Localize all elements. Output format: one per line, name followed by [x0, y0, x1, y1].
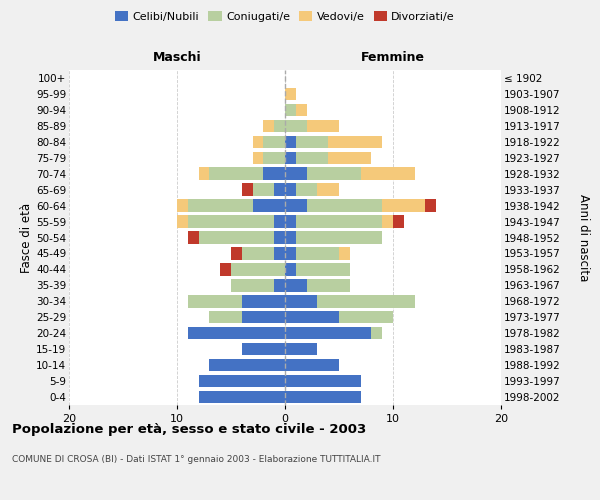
- Bar: [296, 232, 382, 243]
- Bar: [199, 375, 285, 388]
- Bar: [188, 232, 199, 243]
- Bar: [328, 152, 371, 164]
- Bar: [285, 279, 307, 291]
- Bar: [361, 168, 415, 180]
- Bar: [285, 375, 361, 388]
- Bar: [296, 216, 382, 228]
- Bar: [263, 168, 285, 180]
- Text: COMUNE DI CROSA (BI) - Dati ISTAT 1° gennaio 2003 - Elaborazione TUTTITALIA.IT: COMUNE DI CROSA (BI) - Dati ISTAT 1° gen…: [12, 455, 380, 464]
- Bar: [285, 232, 296, 243]
- Bar: [317, 184, 339, 196]
- Bar: [253, 136, 263, 148]
- Bar: [296, 184, 317, 196]
- Bar: [339, 247, 350, 260]
- Bar: [285, 359, 339, 372]
- Bar: [285, 295, 317, 308]
- Y-axis label: Anni di nascita: Anni di nascita: [577, 194, 590, 281]
- Bar: [382, 216, 393, 228]
- Bar: [274, 184, 285, 196]
- Bar: [253, 152, 263, 164]
- Text: Femmine: Femmine: [361, 52, 425, 64]
- Bar: [199, 391, 285, 403]
- Bar: [209, 311, 242, 324]
- Bar: [285, 120, 307, 132]
- Bar: [209, 359, 285, 372]
- Bar: [317, 295, 415, 308]
- Bar: [307, 279, 350, 291]
- Bar: [285, 391, 361, 403]
- Bar: [285, 88, 296, 100]
- Text: Maschi: Maschi: [152, 52, 202, 64]
- Bar: [253, 184, 274, 196]
- Bar: [393, 216, 404, 228]
- Bar: [328, 136, 382, 148]
- Bar: [242, 184, 253, 196]
- Bar: [296, 136, 328, 148]
- Bar: [231, 247, 242, 260]
- Bar: [188, 327, 285, 340]
- Bar: [242, 343, 285, 355]
- Bar: [242, 311, 285, 324]
- Bar: [242, 247, 274, 260]
- Bar: [307, 120, 339, 132]
- Y-axis label: Fasce di età: Fasce di età: [20, 202, 33, 272]
- Bar: [263, 136, 285, 148]
- Text: Popolazione per età, sesso e stato civile - 2003: Popolazione per età, sesso e stato civil…: [12, 422, 366, 436]
- Bar: [285, 216, 296, 228]
- Bar: [307, 168, 361, 180]
- Bar: [220, 263, 231, 276]
- Bar: [285, 152, 296, 164]
- Bar: [285, 168, 307, 180]
- Bar: [285, 184, 296, 196]
- Bar: [285, 104, 296, 116]
- Bar: [285, 327, 371, 340]
- Bar: [231, 279, 274, 291]
- Bar: [296, 104, 307, 116]
- Bar: [188, 216, 274, 228]
- Bar: [231, 263, 285, 276]
- Bar: [307, 200, 382, 212]
- Bar: [296, 152, 328, 164]
- Bar: [199, 168, 209, 180]
- Bar: [425, 200, 436, 212]
- Bar: [285, 247, 296, 260]
- Bar: [199, 232, 274, 243]
- Bar: [371, 327, 382, 340]
- Bar: [296, 247, 339, 260]
- Bar: [285, 200, 307, 212]
- Bar: [263, 152, 285, 164]
- Bar: [285, 136, 296, 148]
- Bar: [274, 279, 285, 291]
- Bar: [274, 247, 285, 260]
- Bar: [242, 295, 285, 308]
- Bar: [285, 263, 296, 276]
- Bar: [274, 232, 285, 243]
- Bar: [382, 200, 425, 212]
- Bar: [339, 311, 393, 324]
- Bar: [274, 216, 285, 228]
- Legend: Celibi/Nubili, Coniugati/e, Vedovi/e, Divorziati/e: Celibi/Nubili, Coniugati/e, Vedovi/e, Di…: [110, 6, 460, 26]
- Bar: [253, 200, 285, 212]
- Bar: [188, 295, 242, 308]
- Bar: [188, 200, 253, 212]
- Bar: [285, 311, 339, 324]
- Bar: [177, 216, 188, 228]
- Bar: [296, 263, 350, 276]
- Bar: [177, 200, 188, 212]
- Bar: [285, 343, 317, 355]
- Bar: [274, 120, 285, 132]
- Bar: [209, 168, 263, 180]
- Bar: [263, 120, 274, 132]
